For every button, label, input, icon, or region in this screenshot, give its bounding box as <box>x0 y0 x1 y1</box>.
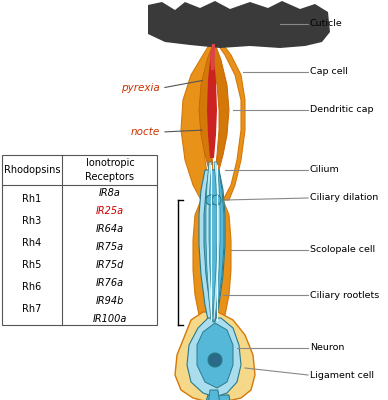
Text: IR76a: IR76a <box>96 278 124 288</box>
Text: Rh7: Rh7 <box>23 304 42 314</box>
Polygon shape <box>187 318 241 397</box>
Text: Receptors: Receptors <box>85 172 135 182</box>
Text: Cap cell: Cap cell <box>310 68 348 76</box>
Text: Ciliary dilation: Ciliary dilation <box>310 194 378 202</box>
Polygon shape <box>206 162 213 320</box>
Text: Scolopale cell: Scolopale cell <box>310 246 375 254</box>
Text: IR75a: IR75a <box>96 242 124 252</box>
Ellipse shape <box>188 363 202 373</box>
FancyBboxPatch shape <box>2 155 157 325</box>
Text: Ciliary rootlets: Ciliary rootlets <box>310 290 379 300</box>
Text: IR8a: IR8a <box>99 188 121 198</box>
Polygon shape <box>204 170 224 322</box>
Text: Cuticle: Cuticle <box>310 20 343 28</box>
Polygon shape <box>213 44 229 172</box>
Text: Rh3: Rh3 <box>23 216 42 226</box>
Polygon shape <box>199 44 215 172</box>
Ellipse shape <box>206 195 215 205</box>
Text: Neuron: Neuron <box>310 344 345 352</box>
Text: nocte: nocte <box>131 127 160 137</box>
Text: Dendritic cap: Dendritic cap <box>310 106 374 114</box>
Text: IR75d: IR75d <box>96 260 124 270</box>
Text: Rh5: Rh5 <box>23 260 42 270</box>
Polygon shape <box>213 162 220 320</box>
Polygon shape <box>208 390 220 400</box>
Polygon shape <box>215 200 231 330</box>
Polygon shape <box>216 42 245 200</box>
Text: pyrexia: pyrexia <box>121 83 160 93</box>
Text: IR64a: IR64a <box>96 224 124 234</box>
Polygon shape <box>205 395 231 400</box>
Text: Rh4: Rh4 <box>23 238 42 248</box>
Text: Ionotropic: Ionotropic <box>86 158 134 168</box>
Text: Rh1: Rh1 <box>23 194 42 204</box>
Polygon shape <box>181 42 216 200</box>
Text: Cilium: Cilium <box>310 166 340 174</box>
Text: IR25a: IR25a <box>96 206 124 216</box>
Polygon shape <box>210 44 215 70</box>
Text: IR94b: IR94b <box>96 296 124 306</box>
Polygon shape <box>148 1 330 48</box>
Polygon shape <box>207 50 217 158</box>
Text: Rhodopsins: Rhodopsins <box>4 165 60 175</box>
Text: Rh6: Rh6 <box>23 282 42 292</box>
Text: IR100a: IR100a <box>93 314 127 324</box>
Polygon shape <box>175 312 255 400</box>
Polygon shape <box>197 323 233 388</box>
Text: Ligament cell: Ligament cell <box>310 370 374 380</box>
Ellipse shape <box>208 353 222 367</box>
Polygon shape <box>199 170 225 325</box>
Ellipse shape <box>212 195 221 205</box>
Polygon shape <box>193 200 209 330</box>
